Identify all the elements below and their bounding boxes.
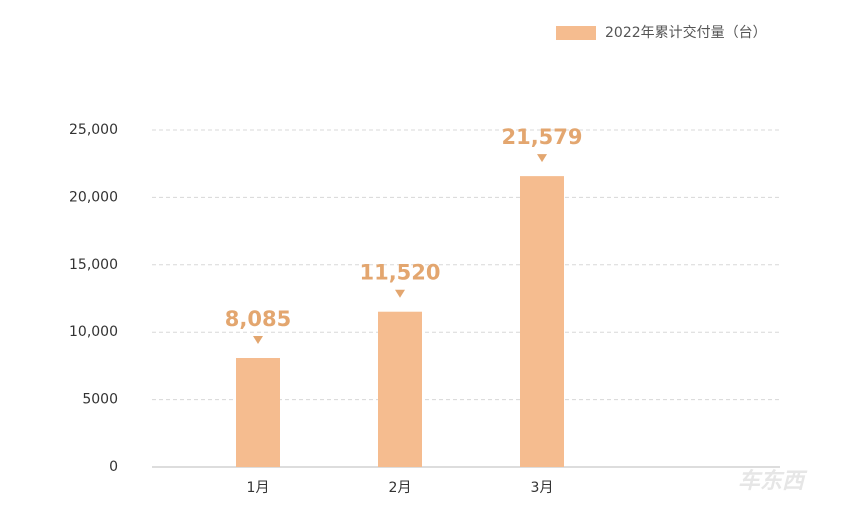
legend-label: 2022年累计交付量（台） bbox=[605, 24, 767, 41]
y-tick-label: 10,000 bbox=[69, 324, 118, 340]
value-pointer bbox=[537, 154, 547, 163]
value-label: 21,579 bbox=[501, 125, 582, 149]
value-label: 8,085 bbox=[225, 307, 291, 331]
bar bbox=[378, 311, 422, 467]
bar bbox=[520, 176, 564, 467]
value-label: 11,520 bbox=[359, 261, 440, 285]
y-tick-label: 15,000 bbox=[69, 257, 118, 273]
y-tick-label: 5000 bbox=[82, 392, 118, 408]
bar bbox=[236, 358, 280, 467]
x-tick-label: 1月 bbox=[247, 480, 270, 496]
value-pointer bbox=[395, 289, 405, 298]
y-tick-label: 20,000 bbox=[69, 189, 118, 205]
y-tick-label: 25,000 bbox=[69, 122, 118, 138]
legend-swatch bbox=[556, 26, 596, 40]
watermark: 车东西 bbox=[738, 468, 808, 494]
x-tick-label: 3月 bbox=[531, 480, 554, 496]
y-tick-label: 0 bbox=[109, 459, 118, 475]
x-tick-label: 2月 bbox=[389, 480, 412, 496]
value-pointer bbox=[253, 336, 263, 345]
